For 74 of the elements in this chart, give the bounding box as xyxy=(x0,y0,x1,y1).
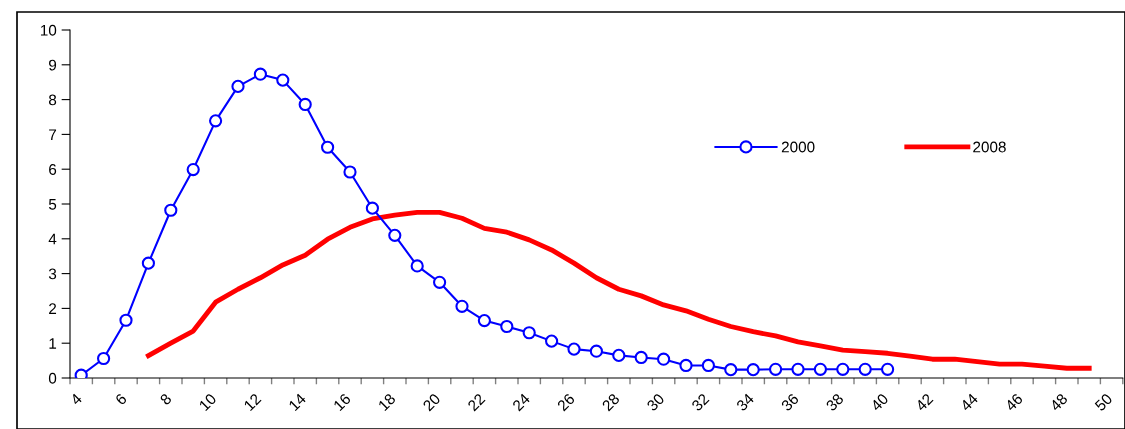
x-tick-label: 42 xyxy=(914,392,934,412)
point xyxy=(253,67,267,81)
y-tick-label: 5 xyxy=(48,199,57,210)
point xyxy=(612,348,626,362)
point xyxy=(455,299,469,313)
y-tick-label: 10 xyxy=(40,24,57,36)
point xyxy=(321,140,335,154)
point xyxy=(769,362,783,376)
legend-label: 2000 xyxy=(781,141,815,153)
point xyxy=(545,334,559,348)
x-tick-label: 44 xyxy=(959,392,979,412)
point xyxy=(746,363,760,377)
y-tick-label: 0 xyxy=(48,372,57,384)
point xyxy=(186,162,200,177)
x-tick-label: 6 xyxy=(114,392,128,406)
y-tick-label: 9 xyxy=(49,59,57,71)
x-tick-label: 22 xyxy=(467,392,486,412)
x-tick-label: 14 xyxy=(288,392,307,412)
y-tick-label: 3 xyxy=(48,268,57,280)
x-tick-label: 46 xyxy=(1004,392,1024,412)
point xyxy=(164,203,178,217)
point xyxy=(522,326,536,340)
y-tick-label: 1 xyxy=(49,338,57,349)
point xyxy=(813,362,827,376)
point xyxy=(881,362,895,376)
x-tick-label: 30 xyxy=(646,392,665,412)
x-tick-label: 12 xyxy=(243,392,262,412)
point xyxy=(657,352,671,366)
x-tick-label: 26 xyxy=(556,392,576,412)
point xyxy=(119,313,133,327)
point xyxy=(589,344,603,358)
y-tick-label: 4 xyxy=(48,233,57,245)
point xyxy=(679,358,693,373)
y-tick-label: 8 xyxy=(48,94,57,106)
point xyxy=(231,79,245,93)
x-tick-label: 36 xyxy=(780,392,800,412)
x-tick-label: 50 xyxy=(1094,392,1113,412)
point xyxy=(365,201,379,215)
x-tick-label: 20 xyxy=(422,392,441,412)
point xyxy=(858,362,872,376)
y-tick-label: 7 xyxy=(49,129,57,140)
point xyxy=(634,350,648,365)
x-tick-label: 18 xyxy=(377,392,397,412)
point xyxy=(433,275,447,289)
x-tick-label: 16 xyxy=(332,392,352,412)
point xyxy=(388,228,402,242)
legend-label: 2008 xyxy=(973,141,1006,153)
point xyxy=(209,114,223,128)
x-tick-label: 32 xyxy=(690,392,710,412)
point xyxy=(836,362,850,376)
point xyxy=(791,362,805,376)
y-tick-label: 2 xyxy=(49,303,57,314)
point xyxy=(701,358,715,373)
point xyxy=(500,319,514,334)
x-tick-label: 24 xyxy=(511,392,531,412)
point xyxy=(97,351,111,366)
x-tick-label: 48 xyxy=(1049,392,1069,412)
line-series xyxy=(145,209,1092,371)
point xyxy=(141,256,155,270)
point xyxy=(567,342,581,356)
point xyxy=(724,363,738,377)
point xyxy=(477,313,491,328)
y-tick-label: 6 xyxy=(49,164,57,175)
x-tick-label: 40 xyxy=(869,392,889,412)
x-tick-label: 34 xyxy=(735,392,755,412)
point xyxy=(276,73,290,87)
point xyxy=(410,259,424,273)
x-tick-label: 28 xyxy=(601,392,621,412)
x-tick-label: 10 xyxy=(198,392,217,412)
x-tick-label: 4 xyxy=(69,392,83,406)
x-tick-label: 8 xyxy=(159,392,173,406)
point xyxy=(298,97,312,112)
x-tick-label: 38 xyxy=(825,392,845,412)
point xyxy=(343,165,357,179)
